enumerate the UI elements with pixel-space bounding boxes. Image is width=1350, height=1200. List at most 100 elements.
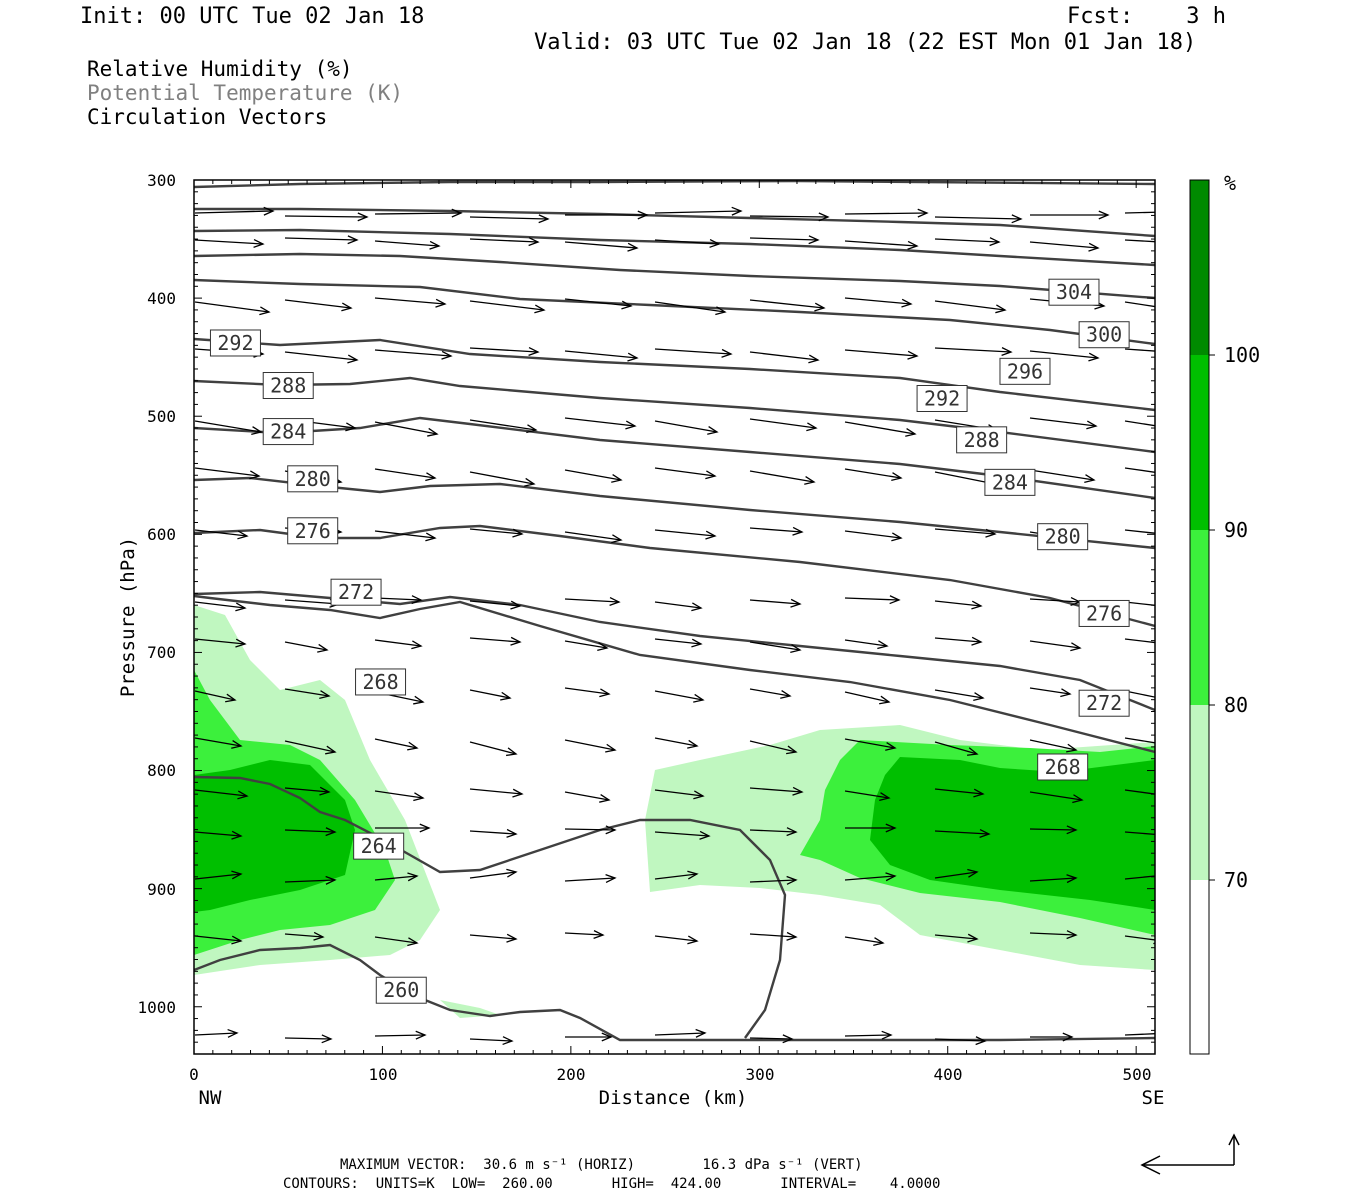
x-axis-title: Distance (km) [599, 1087, 748, 1109]
y-tick-label: 400 [147, 289, 176, 308]
wind-vector [1029, 241, 1100, 252]
wind-vector [654, 301, 727, 316]
wind-vector [654, 638, 703, 648]
wind-vector [844, 790, 891, 802]
wind-vector [749, 299, 826, 312]
wind-vector [469, 214, 550, 224]
wind-vector [934, 741, 979, 756]
wind-vector [1124, 601, 1155, 606]
wind-vector [934, 528, 997, 538]
wind-vector [469, 689, 512, 701]
wind-vector [749, 526, 804, 536]
colorbar-level: 70 [1224, 868, 1248, 892]
field-vectors: Circulation Vectors [87, 105, 328, 129]
wind-vector [374, 468, 437, 482]
wind-vector [375, 823, 431, 833]
wind-vector [844, 738, 897, 751]
wind-vector [374, 240, 441, 250]
contour-labels: 3043002962922882842802762722682922882842… [209, 278, 1130, 1004]
wind-vector [934, 933, 979, 943]
wind-vector [749, 470, 816, 485]
wind-vector [845, 823, 897, 833]
contour-label-box [1078, 599, 1130, 627]
max-vector-note: MAXIMUM VECTOR: 30.6 m s⁻¹ (HORIZ) 16.3 … [340, 1157, 863, 1173]
contour-label: 300 [1086, 323, 1122, 347]
theta-contour-284 [194, 416, 1155, 500]
wind-vector [284, 931, 325, 941]
wind-vector [284, 351, 359, 364]
colorbar: % 100 90 80 70 [1189, 171, 1260, 1055]
wind-vector [1124, 875, 1155, 880]
wind-vector [469, 528, 524, 538]
wind-vector [1029, 791, 1084, 804]
wind-vector [374, 1030, 427, 1040]
wind-vector [194, 690, 237, 703]
wind-vector [374, 297, 447, 308]
wind-vector [654, 467, 717, 480]
wind-vector [934, 214, 1023, 224]
colorbar-level: 90 [1224, 518, 1248, 542]
wind-vector [654, 529, 717, 540]
wind-vector [934, 347, 1013, 357]
wind-vector [284, 875, 337, 885]
wind-vector [749, 740, 798, 755]
wind-vector [934, 788, 985, 798]
contour-label: 276 [295, 519, 331, 543]
forecast-hour: Fcst: 3 h [1067, 4, 1226, 29]
wind-vector [654, 789, 705, 800]
theta-contour-260 [194, 943, 1155, 1042]
wind-vector [934, 829, 991, 838]
x-tick-label: 100 [369, 1065, 398, 1084]
wind-vector [564, 241, 639, 252]
wind-vector [194, 529, 249, 540]
theta-contour-268 [194, 594, 1155, 754]
y-axis-labels: 300 400 500 600 700 800 900 1000 [137, 171, 176, 1017]
contour-label: 292 [217, 331, 253, 355]
wind-vector [1124, 1033, 1155, 1036]
contour-label: 288 [964, 428, 1000, 452]
wind-vector [1030, 1032, 1074, 1042]
colorbar-level: 100 [1224, 343, 1260, 367]
y-tick-label: 800 [147, 761, 176, 780]
wind-vector [194, 1028, 239, 1038]
wind-vector [654, 238, 721, 248]
contour-label-box [262, 372, 314, 400]
wind-vector [844, 421, 917, 437]
wind-vector [844, 1030, 893, 1040]
contour-label: 268 [1045, 755, 1081, 779]
wind-vector [194, 601, 247, 612]
valid-time: Valid: 03 UTC Tue 02 Jan 18 (22 EST Mon … [534, 30, 1197, 55]
wind-vector [844, 872, 897, 882]
wind-vector [194, 935, 243, 945]
wind-vector [284, 740, 337, 755]
wind-vector [1030, 210, 1110, 220]
colorbar-frame [1189, 179, 1210, 1055]
wind-vector [564, 350, 639, 362]
colorbar-unit: % [1224, 171, 1236, 195]
wind-vector [844, 349, 919, 360]
contour-label: 272 [1086, 691, 1122, 715]
wind-vector [1124, 420, 1155, 427]
wind-vector [934, 868, 979, 879]
contour-label: 260 [383, 978, 419, 1002]
y-axis-title: Pressure (hPa) [117, 537, 139, 697]
wind-vector [469, 1036, 514, 1046]
contour-label: 268 [362, 670, 398, 694]
wind-vector [749, 212, 830, 222]
contour-label: 280 [1045, 525, 1081, 549]
wind-vector [564, 640, 609, 651]
wind-vector [469, 346, 540, 356]
wind-vector [749, 418, 818, 432]
theta-contour-288 [194, 376, 1155, 454]
contour-label-box [262, 418, 314, 446]
wind-vector [374, 421, 439, 437]
wind-vector [654, 601, 703, 612]
colorbar-level: 80 [1224, 693, 1248, 717]
wind-vector [374, 790, 425, 802]
wind-vector [469, 741, 518, 757]
wind-vector [934, 237, 1001, 247]
wind-vector [934, 689, 985, 701]
wind-vector [1124, 789, 1155, 795]
wind-vector [1124, 301, 1155, 308]
